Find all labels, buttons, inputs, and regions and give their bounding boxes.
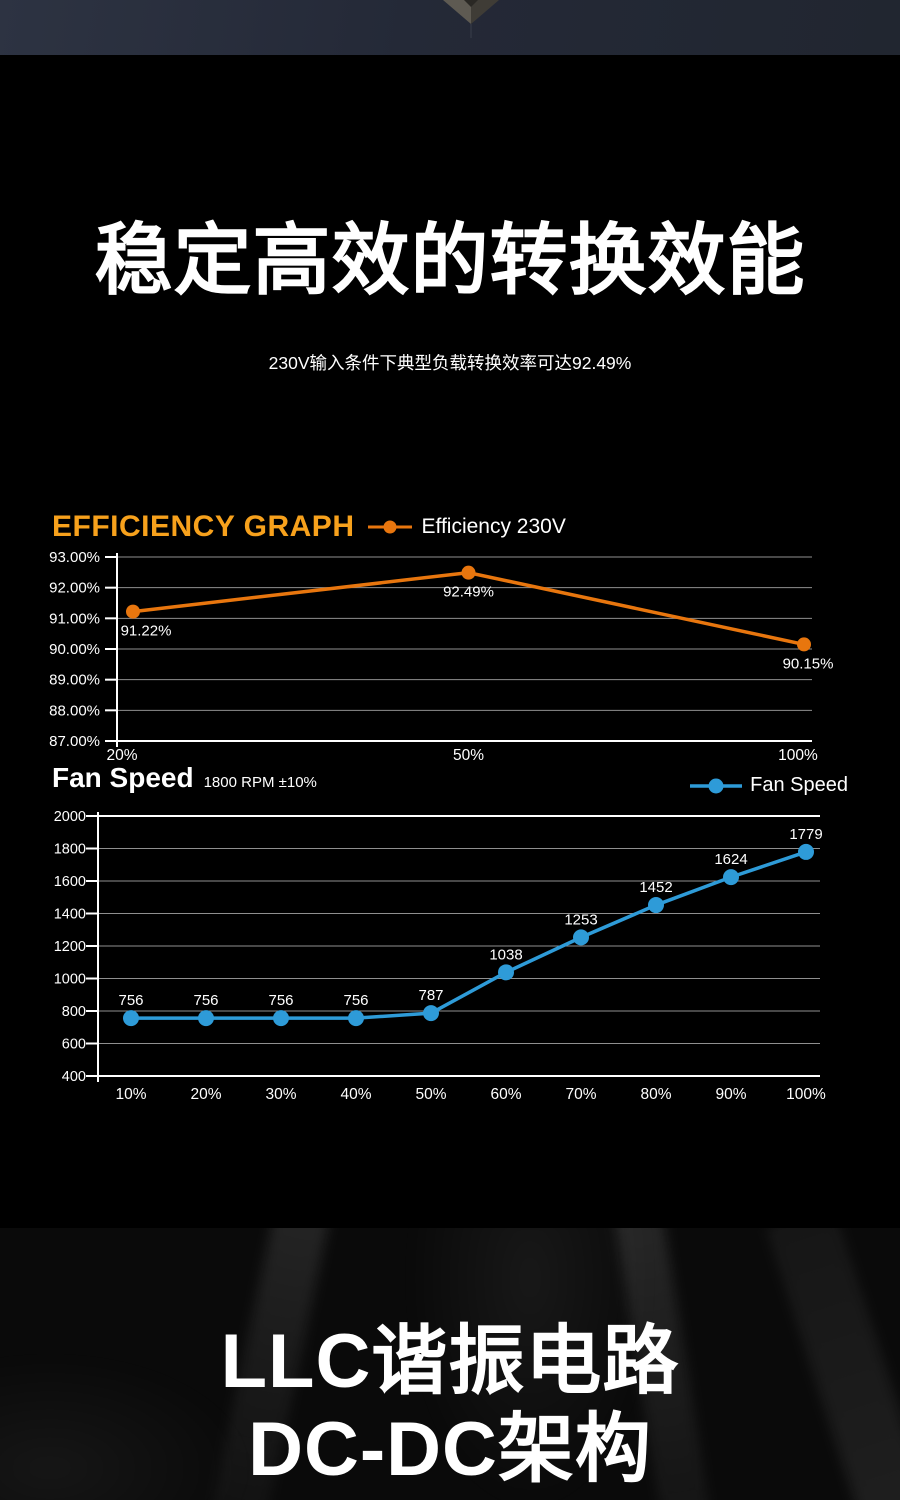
svg-text:87.00%: 87.00%: [49, 733, 100, 750]
svg-text:600: 600: [62, 1037, 86, 1053]
smoke-texture: [0, 1348, 260, 1500]
svg-text:100%: 100%: [786, 1086, 826, 1103]
smoke-texture: [400, 1228, 660, 1500]
svg-text:92.00%: 92.00%: [49, 580, 100, 597]
svg-text:1000: 1000: [54, 972, 86, 988]
page-subtitle: 230V输入条件下典型负载转换效率可达92.49%: [268, 353, 632, 373]
svg-text:756: 756: [118, 992, 143, 1009]
svg-text:70%: 70%: [565, 1086, 596, 1103]
svg-text:90%: 90%: [715, 1086, 746, 1103]
svg-text:1452: 1452: [639, 879, 672, 896]
bottom-banner: LLC谐振电路 DC-DC架构: [0, 1228, 900, 1500]
svg-text:88.00%: 88.00%: [49, 702, 100, 719]
fan-speed-rpm-note: 1800 RPM ±10%: [203, 774, 317, 791]
efficiency-legend-marker-icon: [368, 520, 413, 534]
fan-speed-section-header: Fan Speed 1800 RPM ±10%: [52, 762, 317, 794]
fan-speed-legend-label: Fan Speed: [750, 774, 848, 796]
svg-text:400: 400: [62, 1069, 86, 1085]
fan-speed-legend: Fan Speed: [690, 774, 848, 797]
page-title: 稳定高效的转换效能: [94, 216, 806, 304]
efficiency-legend-label: Efficiency 230V: [421, 515, 566, 538]
svg-text:756: 756: [343, 992, 368, 1009]
svg-text:20%: 20%: [190, 1086, 221, 1103]
efficiency-graph-title: EFFICIENCY GRAPH: [52, 510, 355, 543]
svg-text:1038: 1038: [489, 946, 522, 963]
svg-text:20%: 20%: [106, 747, 137, 762]
svg-text:2000: 2000: [54, 809, 86, 825]
svg-text:93.00%: 93.00%: [49, 549, 100, 566]
svg-text:40%: 40%: [340, 1086, 371, 1103]
banner-line-2: DC-DC架构: [248, 1407, 652, 1492]
svg-text:90.00%: 90.00%: [49, 641, 100, 658]
svg-text:91.00%: 91.00%: [49, 610, 100, 627]
efficiency-section-header: EFFICIENCY GRAPH Efficiency 230V: [52, 510, 566, 544]
svg-text:787: 787: [418, 987, 443, 1004]
hero-strip: [0, 0, 900, 55]
svg-text:50%: 50%: [453, 747, 484, 762]
fan-speed-legend-marker-icon: [690, 778, 743, 793]
svg-text:50%: 50%: [415, 1086, 446, 1103]
svg-text:30%: 30%: [265, 1086, 296, 1103]
fan-speed-chart: 2000 1800 1600 1400 1200 1000 800 600 400 756 756 7…: [54, 809, 826, 1103]
svg-text:756: 756: [193, 992, 218, 1009]
efficiency-chart: 93.00% 92.00% 91.00% 90.00% 89.00% 88.00% 87.0…: [49, 549, 834, 762]
svg-text:1400: 1400: [54, 907, 86, 923]
svg-text:1253: 1253: [564, 911, 597, 928]
svg-text:10%: 10%: [115, 1086, 146, 1103]
svg-text:89.00%: 89.00%: [49, 672, 100, 689]
svg-text:1200: 1200: [54, 939, 86, 955]
svg-text:80%: 80%: [640, 1086, 671, 1103]
fan-speed-title: Fan Speed: [52, 762, 194, 793]
svg-text:756: 756: [268, 992, 293, 1009]
svg-text:92.49%: 92.49%: [443, 584, 494, 601]
product-corner-image: [443, 0, 499, 38]
banner-headline: LLC谐振电路 DC-DC架构: [0, 1318, 900, 1494]
svg-text:1600: 1600: [54, 874, 86, 890]
efficiency-legend: Efficiency 230V: [368, 515, 566, 539]
svg-text:60%: 60%: [490, 1086, 521, 1103]
svg-text:90.15%: 90.15%: [783, 655, 834, 672]
svg-text:91.22%: 91.22%: [121, 623, 172, 640]
svg-text:800: 800: [62, 1004, 86, 1020]
banner-line-1: LLC谐振电路: [220, 1319, 680, 1404]
svg-text:1624: 1624: [714, 851, 747, 868]
svg-text:100%: 100%: [778, 747, 818, 762]
svg-text:1800: 1800: [54, 842, 86, 858]
svg-text:1779: 1779: [789, 826, 822, 843]
